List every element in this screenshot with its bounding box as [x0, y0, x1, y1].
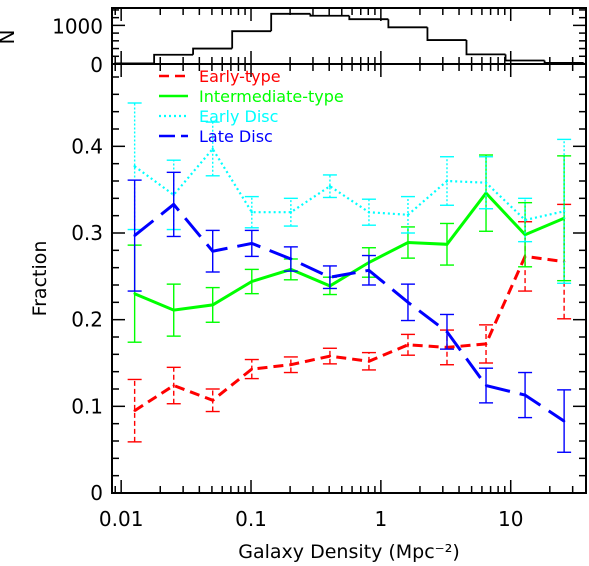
- data-point: [250, 367, 253, 371]
- data-point: [562, 419, 566, 423]
- data-point: [445, 330, 449, 333]
- data-point: [211, 147, 214, 151]
- data-point: [172, 384, 175, 387]
- legend-label: Early-type: [199, 67, 281, 86]
- series-line: [133, 202, 565, 423]
- data-point: [289, 257, 293, 261]
- histogram-bar: [270, 12, 311, 32]
- y-axis-label: Fraction: [29, 241, 51, 317]
- data-point: [406, 343, 410, 346]
- series-line: [133, 254, 565, 412]
- y-tick-label: 0.2: [71, 308, 103, 332]
- histogram-bar: [309, 13, 350, 17]
- data-point: [211, 303, 214, 307]
- y-tick-label: 0: [90, 481, 103, 505]
- histogram-y-tick-label: 0: [90, 53, 103, 77]
- data-point: [523, 218, 527, 222]
- data-point: [328, 354, 332, 358]
- histogram-bar: [504, 54, 545, 62]
- data-point: [562, 210, 566, 213]
- data-point: [367, 269, 371, 272]
- data-point: [133, 234, 136, 237]
- data-point: [406, 241, 410, 244]
- data-point: [367, 211, 371, 214]
- data-point: [211, 250, 214, 253]
- y-tick-label: 0.3: [71, 221, 103, 245]
- data-point: [211, 399, 214, 402]
- x-tick-label: 1: [374, 507, 387, 531]
- data-point: [484, 384, 488, 387]
- legend-label: Early Disc: [199, 107, 278, 126]
- histogram-bar: [348, 15, 389, 21]
- histogram-y-axis-label: N: [0, 30, 19, 45]
- data-point: [250, 242, 253, 245]
- data-point: [133, 165, 136, 168]
- histogram-bar: [192, 47, 233, 55]
- x-tick-label: 0.1: [235, 507, 267, 531]
- data-point: [367, 360, 371, 363]
- data-point: [484, 181, 488, 184]
- data-point: [250, 280, 253, 283]
- histogram-bar: [465, 40, 506, 56]
- series-late-disc: [127, 171, 572, 453]
- histogram-y-tick-label: 1000: [52, 14, 103, 38]
- y-tick-label: 0.1: [71, 394, 103, 418]
- series-early-type: [127, 203, 572, 443]
- data-point: [445, 243, 449, 246]
- data-point: [445, 179, 449, 183]
- data-point: [484, 342, 488, 346]
- data-point: [172, 203, 175, 206]
- series-intermediate-type: [127, 154, 572, 343]
- data-point: [523, 233, 527, 236]
- histogram-bar: [231, 30, 272, 49]
- series-early-disc: [127, 102, 572, 284]
- data-point: [133, 409, 136, 412]
- histogram-bar: [426, 27, 467, 41]
- legend-label: Intermediate-type: [199, 87, 344, 106]
- legend-label: Late Disc: [199, 127, 273, 146]
- plot-frame: [111, 63, 587, 494]
- x-tick-label: 10: [498, 507, 523, 531]
- data-point: [406, 301, 410, 304]
- data-point: [406, 213, 410, 216]
- histogram-bar: [153, 53, 194, 64]
- data-point: [289, 211, 293, 214]
- x-axis-label: Galaxy Density (Mpc⁻²): [238, 541, 459, 563]
- y-tick-label: 0.4: [71, 134, 103, 158]
- series-line: [134, 190, 565, 312]
- histogram-bar: [387, 19, 428, 29]
- data-point: [289, 363, 293, 366]
- data-point: [328, 276, 332, 279]
- data-point: [523, 393, 527, 397]
- x-tick-label: 0.01: [99, 507, 144, 531]
- histogram-bar: [543, 60, 584, 64]
- fraction-panel: 0 0.1 0.2 0.3 0.4 0.01 0.1 1 10 Galaxy Density (M…: [29, 63, 587, 563]
- data-point: [250, 211, 253, 214]
- data-point: [133, 292, 136, 295]
- data-point: [328, 185, 332, 188]
- data-point: [172, 308, 175, 312]
